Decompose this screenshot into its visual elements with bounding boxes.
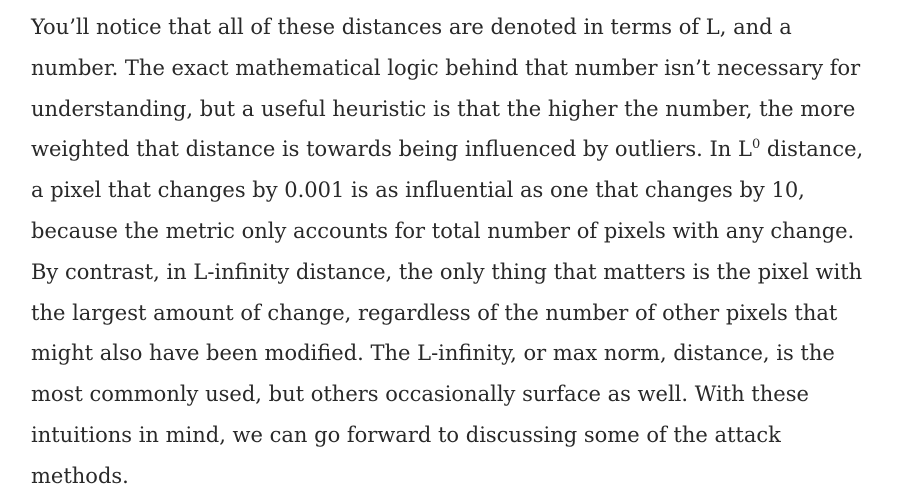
paragraph-line: because the metric only accounts for tot… — [31, 218, 855, 243]
paragraph-line: number. The exact mathematical logic beh… — [31, 55, 861, 80]
paragraph-line: the largest amount of change, regardless… — [31, 300, 838, 325]
paragraph-line: methods. — [31, 463, 129, 488]
paragraph-line: a pixel that changes by 0.001 is as infl… — [31, 178, 805, 203]
article-body: You’ll notice that all of these distance… — [31, 7, 911, 497]
paragraph-line: weighted that distance is towards being … — [31, 129, 911, 170]
paragraph-text: weighted that distance is towards being … — [31, 137, 752, 162]
paragraph-text: distance, — [760, 137, 864, 162]
paragraph-line: most commonly used, but others occasiona… — [31, 382, 809, 407]
paragraph-line: You’ll notice that all of these distance… — [31, 15, 792, 39]
body-paragraph: You’ll notice that all of these distance… — [31, 7, 911, 497]
paragraph-line: might also have been modified. The L-inf… — [31, 341, 835, 366]
paragraph-line: By contrast, in L-infinity distance, the… — [31, 259, 863, 284]
paragraph-line: intuitions in mind, we can go forward to… — [31, 422, 781, 447]
paragraph-line: understanding, but a useful heuristic is… — [31, 96, 856, 121]
superscript-zero: 0 — [751, 137, 761, 153]
